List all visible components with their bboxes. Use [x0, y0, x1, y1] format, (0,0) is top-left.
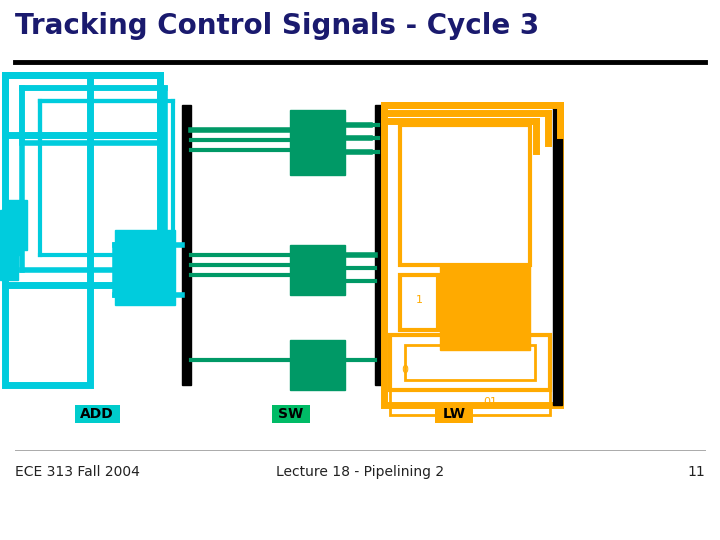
Text: ADD: ADD — [80, 407, 114, 421]
Text: ECE 313 Fall 2004: ECE 313 Fall 2004 — [15, 465, 140, 479]
Bar — [400, 125, 543, 265]
Bar — [272, 405, 310, 423]
Bar — [390, 335, 550, 390]
Bar — [0, 210, 20, 255]
Text: 1: 1 — [415, 295, 423, 305]
Bar — [400, 275, 438, 330]
Bar — [182, 105, 191, 385]
Bar — [440, 265, 530, 350]
Bar — [290, 110, 345, 175]
Bar — [435, 405, 473, 423]
Text: LW: LW — [443, 407, 466, 421]
Bar — [22, 88, 162, 143]
Bar — [384, 105, 560, 405]
Bar — [115, 230, 175, 305]
Text: 11: 11 — [688, 465, 705, 479]
Text: 01: 01 — [483, 397, 497, 407]
Bar — [400, 125, 530, 265]
Bar — [390, 390, 550, 415]
Text: Lecture 18 - Pipelining 2: Lecture 18 - Pipelining 2 — [276, 465, 444, 479]
Bar — [5, 75, 90, 385]
Bar — [0, 250, 18, 280]
Bar — [5, 200, 27, 250]
Bar — [290, 245, 345, 295]
Text: SW: SW — [279, 407, 304, 421]
Text: 0: 0 — [402, 365, 408, 375]
Bar — [5, 75, 160, 135]
Bar — [375, 105, 384, 385]
Bar — [290, 340, 345, 390]
Bar — [40, 101, 162, 143]
Text: Tracking Control Signals - Cycle 3: Tracking Control Signals - Cycle 3 — [15, 12, 539, 40]
Bar — [405, 345, 535, 380]
Bar — [553, 105, 562, 405]
Bar — [75, 405, 120, 423]
